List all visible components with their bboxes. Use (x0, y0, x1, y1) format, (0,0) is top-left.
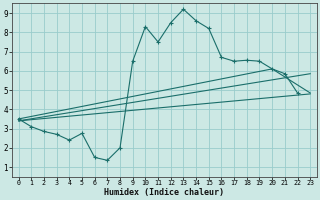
X-axis label: Humidex (Indice chaleur): Humidex (Indice chaleur) (104, 188, 224, 197)
